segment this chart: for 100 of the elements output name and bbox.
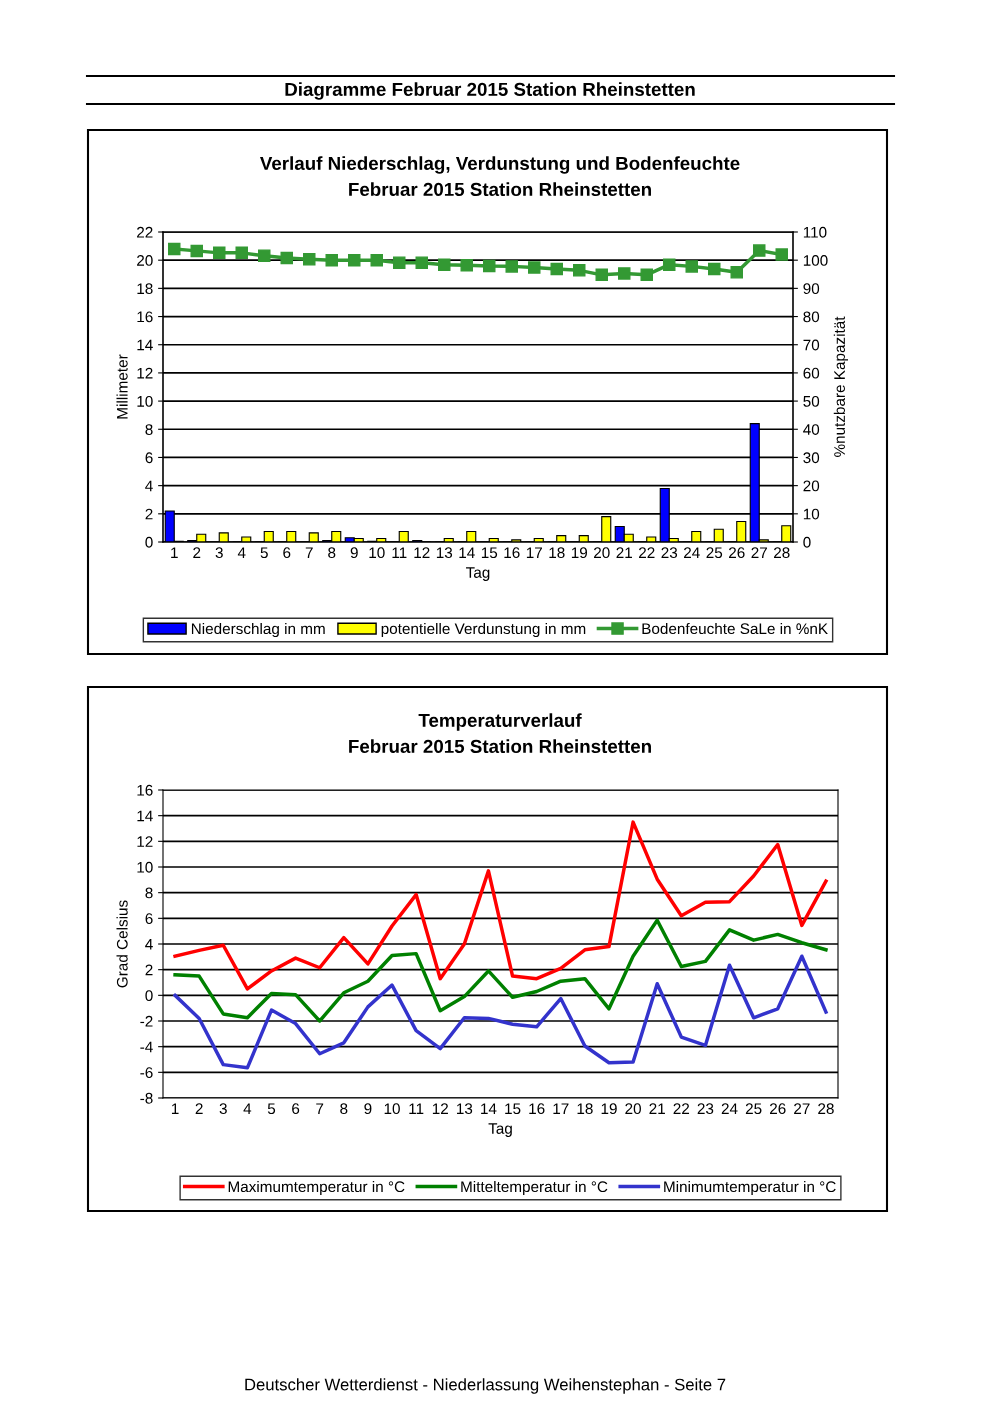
y-tick-label: 10 (137, 395, 153, 407)
y2-tick-label: 20 (803, 480, 820, 492)
x-tick-label: 27 (794, 1103, 810, 1114)
x-tick-label: 28 (818, 1103, 834, 1115)
y-tick-label: 18 (137, 283, 153, 295)
y2-tick-label: 30 (803, 452, 820, 464)
y-tick-label: -2 (140, 1015, 153, 1027)
chart-subtitle: Februar 2015 Station Rheinstetten (349, 739, 651, 754)
x-tick-label: 24 (684, 547, 700, 558)
y2-tick-label: 10 (803, 508, 820, 520)
y-axis-title: Grad Celsius (116, 900, 128, 988)
x-tick-label: 16 (529, 1103, 545, 1115)
chart-title: Temperaturverlauf (418, 713, 582, 731)
y-tick-label: 16 (137, 784, 153, 796)
y-tick-label: 4 (145, 939, 153, 950)
x-tick-label: 25 (745, 1103, 762, 1115)
x-tick-label: 9 (350, 547, 358, 559)
x-tick-label: 2 (193, 547, 201, 558)
x-tick-label: 19 (571, 547, 588, 559)
x-tick-label: 17 (526, 547, 542, 558)
x-tick-label: 5 (267, 1103, 276, 1115)
y-tick-label: 8 (145, 424, 153, 435)
x-tick-label: 24 (721, 1103, 738, 1114)
x-axis-title: Tag (488, 1123, 512, 1137)
x-tick-label: 17 (553, 1103, 569, 1114)
x-tick-label: 18 (577, 1103, 593, 1115)
x-tick-label: 26 (729, 547, 745, 559)
y2-tick-label: 80 (803, 311, 820, 323)
y2-tick-label: 60 (803, 367, 820, 379)
x-tick-label: 3 (215, 547, 223, 559)
chart-subtitle: Februar 2015 Station Rheinstetten (349, 182, 651, 197)
x-tick-label: 14 (481, 1103, 497, 1114)
text: Diagramme Februar 2015 Station Rheinstetten (285, 82, 695, 100)
y2-tick-label: 0 (803, 536, 811, 548)
x-tick-label: 26 (770, 1103, 786, 1115)
x-tick-label: 15 (505, 1103, 521, 1115)
x-tick-label: 14 (459, 547, 475, 558)
legend-label: potentielle Verdunstung in mm (381, 622, 586, 638)
x-tick-label: 20 (594, 547, 610, 559)
y-tick-label: 6 (145, 452, 153, 464)
x-tick-label: 11 (409, 1103, 424, 1114)
x-tick-label: 5 (260, 547, 268, 559)
x-tick-label: 23 (697, 1103, 714, 1115)
x-tick-label: 22 (673, 1103, 690, 1114)
x-tick-label: 18 (549, 547, 565, 559)
y-tick-label: -8 (140, 1092, 153, 1104)
y-tick-label: -6 (140, 1067, 153, 1079)
y2-tick-label: 100 (803, 255, 828, 266)
x-tick-label: 4 (243, 1103, 252, 1114)
x-tick-label: 6 (283, 547, 291, 559)
x-tick-label: 2 (195, 1103, 203, 1114)
chart-title: Verlauf Niederschlag, Verdunstung und Bodenfeuchte (260, 156, 740, 174)
x-tick-label: 13 (436, 547, 453, 559)
x-tick-label: 13 (457, 1103, 473, 1115)
x-tick-label: 8 (328, 547, 336, 559)
x-tick-label: 22 (639, 547, 655, 558)
x-tick-label: 7 (316, 1103, 324, 1114)
x-tick-label: 27 (751, 547, 767, 558)
y2-tick-label: 110 (803, 226, 827, 238)
legend-label: Niederschlag in mm (191, 622, 325, 638)
x-axis-title: Tag (466, 567, 490, 581)
y-tick-label: 20 (137, 255, 153, 266)
legend-label: Bodenfeuchte SaLe in %nK (642, 622, 828, 635)
y-tick-label: 12 (137, 836, 153, 847)
y-tick-label: -4 (140, 1041, 153, 1053)
x-tick-label: 10 (384, 1103, 400, 1115)
legend-label: Maximumtemperatur in °C (228, 1180, 405, 1196)
legend-label: Mitteltemperatur in °C (461, 1180, 608, 1196)
y2-axis-title: %nutzbare Kapazität (833, 316, 849, 457)
x-tick-label: 28 (774, 547, 790, 559)
x-tick-label: 19 (601, 1103, 617, 1115)
y2-tick-label: 90 (803, 283, 820, 295)
x-tick-label: 12 (414, 547, 430, 558)
y-tick-label: 16 (137, 311, 153, 323)
x-tick-label: 1 (171, 547, 178, 558)
y-tick-label: 14 (137, 339, 153, 351)
x-tick-label: 9 (364, 1103, 372, 1115)
text: Deutscher Wetterdienst - Niederlassung Weihenstephan - Seite 7 (245, 1378, 726, 1394)
x-tick-label: 7 (305, 547, 313, 558)
x-tick-label: 23 (661, 547, 678, 559)
x-tick-label: 6 (292, 1103, 300, 1115)
legend-label: Minimumtemperatur in °C (664, 1180, 836, 1196)
y-tick-label: 4 (145, 480, 153, 492)
x-tick-label: 3 (219, 1103, 227, 1115)
y2-tick-label: 70 (803, 339, 820, 351)
x-tick-label: 8 (340, 1103, 348, 1115)
x-tick-label: 4 (237, 547, 246, 558)
y-axis-title: Millimeter (116, 354, 128, 419)
y-tick-label: 0 (145, 990, 153, 1002)
y-tick-label: 6 (145, 913, 153, 925)
y-tick-label: 14 (137, 810, 153, 822)
x-tick-label: 15 (481, 547, 498, 559)
x-tick-label: 21 (616, 547, 632, 558)
x-tick-label: 20 (625, 1103, 641, 1115)
x-tick-label: 11 (392, 547, 407, 558)
y2-tick-label: 50 (803, 395, 820, 407)
y-tick-label: 2 (145, 964, 153, 976)
x-tick-label: 21 (649, 1103, 665, 1114)
x-tick-label: 25 (706, 547, 723, 559)
y-tick-label: 0 (145, 536, 153, 548)
